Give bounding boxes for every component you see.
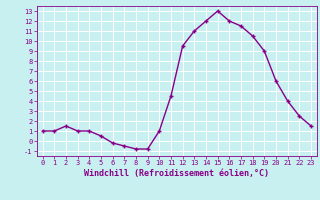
X-axis label: Windchill (Refroidissement éolien,°C): Windchill (Refroidissement éolien,°C): [84, 169, 269, 178]
